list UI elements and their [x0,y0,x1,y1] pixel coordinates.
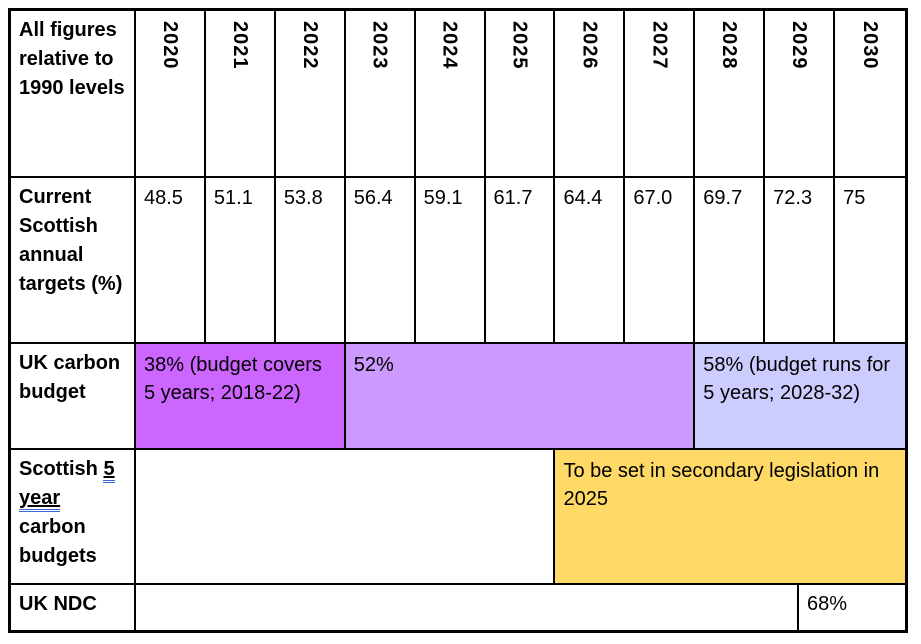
scottish-budgets-empty-cell [136,450,556,583]
year-header-2022: 2022 [276,11,346,176]
target-value-2022: 53.8 [276,178,346,342]
year-label: 2028 [718,21,741,70]
year-label: 2025 [508,21,531,70]
target-value-2023: 56.4 [346,178,416,342]
target-value-2026: 64.4 [555,178,626,342]
year-header-2024: 2024 [416,11,486,176]
target-value-2021: 51.1 [206,178,276,342]
uk-ndc-row: UK NDC 68% [11,585,905,630]
header-row: All figures relative to 1990 levels 2020… [11,11,905,178]
year-header-2030: 2030 [835,11,905,176]
uk-ndc-value-cell: 68% [807,593,848,615]
target-value-2029: 72.3 [765,178,836,342]
year-header-2029: 2029 [765,11,836,176]
year-label: 2021 [228,21,251,70]
uk-carbon-budget-row: UK carbon budget 38% (budget covers 5 ye… [11,344,905,450]
year-label: 2030 [859,21,882,70]
scottish-budgets-note-cell: To be set in secondary legislation in 20… [555,450,905,583]
year-label: 2024 [438,21,461,70]
target-value-2024: 59.1 [416,178,486,342]
label-part-post: carbon budgets [19,516,97,567]
year-label: 2020 [158,21,181,70]
target-value-2027: 67.0 [625,178,696,342]
table-caption: All figures relative to 1990 levels [11,11,136,176]
scottish-budgets-label: Scottish 5 year carbon budgets [11,450,136,583]
year-header-2026: 2026 [555,11,626,176]
label-part-pre: Scottish [19,458,98,480]
year-label: 2027 [648,21,671,70]
uk-budget-38pct-cell: 38% (budget covers 5 years; 2018-22) [136,344,346,448]
year-label: 2026 [578,21,601,70]
target-value-2020: 48.5 [136,178,206,342]
year-header-2021: 2021 [206,11,276,176]
year-header-2027: 2027 [625,11,696,176]
year-header-2028: 2028 [695,11,766,176]
target-value-2030: 75 [843,187,866,209]
target-value-2025: 61.7 [486,178,556,342]
year-header-2020: 2020 [136,11,206,176]
uk-carbon-budget-label: UK carbon budget [11,344,136,448]
year-header-2023: 2023 [346,11,416,176]
targets-row: Current Scottish annual targets (%) 48.5… [11,178,905,344]
uk-budget-52pct-cell: 52% [345,344,696,448]
label-part-underlined: 5 year [19,458,115,512]
year-label: 2029 [788,21,811,70]
targets-row-label: Current Scottish annual targets (%) [11,178,136,342]
uk-ndc-empty-cell [136,585,799,630]
uk-budget-58pct-cell: 58% (budget runs for 5 years; 2028-32) [695,344,905,448]
year-label: 2022 [298,21,321,70]
scottish-budgets-row: Scottish 5 year carbon budgets To be set… [11,450,905,585]
carbon-targets-table: All figures relative to 1990 levels 2020… [8,8,908,633]
target-value-2028: 69.7 [695,178,766,342]
year-header-2025: 2025 [486,11,556,176]
year-label: 2023 [368,21,391,70]
uk-ndc-label: UK NDC [11,585,136,630]
